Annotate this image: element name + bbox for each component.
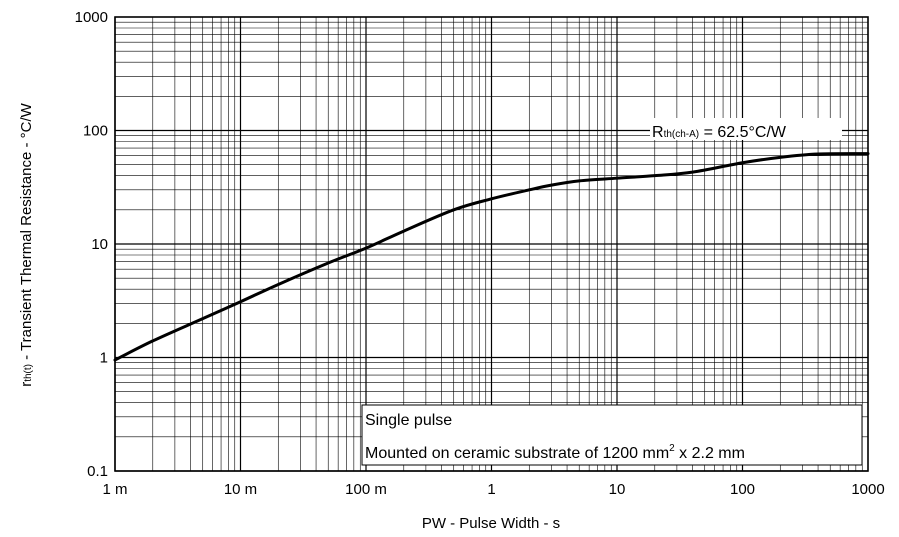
- thermal-resistance-curve: [113, 152, 870, 362]
- x-tick-label: 1000: [851, 481, 884, 498]
- x-tick-label: 10 m: [224, 481, 257, 498]
- x-tick-label: 100: [730, 481, 755, 498]
- x-tick-label: 1: [487, 481, 495, 498]
- x-tick-label: 1 m: [102, 481, 127, 498]
- mounted-label: Mounted on ceramic substrate of 1200 mm2…: [365, 443, 745, 462]
- y-tick-label: 10: [91, 236, 108, 253]
- mounted-label-rest: x 2.2 mm: [675, 445, 745, 462]
- y-tick-label: 0.1: [87, 463, 108, 480]
- x-axis-title: PW - Pulse Width - s: [422, 515, 560, 532]
- x-tick-labels: 1 m 10 m 100 m 1 10 100 1000: [102, 481, 884, 498]
- mounted-label-superscript: 2: [669, 443, 675, 454]
- single-pulse-label: Single pulse: [365, 412, 452, 429]
- plot-area-frame: [114, 16, 869, 472]
- rth-annotation-value: = 62.5°C/W: [699, 124, 787, 141]
- y-axis-title: rth(t) - Transient Thermal Resistance - …: [18, 102, 35, 386]
- x-tick-label: 10: [609, 481, 626, 498]
- y-axis-title-symbol: r: [18, 382, 35, 387]
- conditions-box: [361, 404, 863, 466]
- rth-annotation-background: [650, 118, 842, 140]
- y-tick-label: 100: [83, 123, 108, 140]
- rth-annotation: Rth(ch-A) = 62.5°C/W: [652, 124, 787, 141]
- y-tick-label: 1: [100, 350, 108, 367]
- y-tick-label: 1000: [75, 9, 108, 26]
- y-tick-labels: 0.1 1 10 100 1000: [75, 9, 108, 480]
- rth-annotation-subscript: th(ch-A): [664, 129, 700, 140]
- y-axis-title-rest: - Transient Thermal Resistance - °C/W: [18, 102, 35, 364]
- y-axis-title-subscript: th(t): [23, 364, 34, 382]
- mounted-label-main: Mounted on ceramic substrate of 1200 mm: [365, 445, 669, 462]
- rth-annotation-symbol: R: [652, 124, 664, 141]
- x-tick-label: 100 m: [345, 481, 387, 498]
